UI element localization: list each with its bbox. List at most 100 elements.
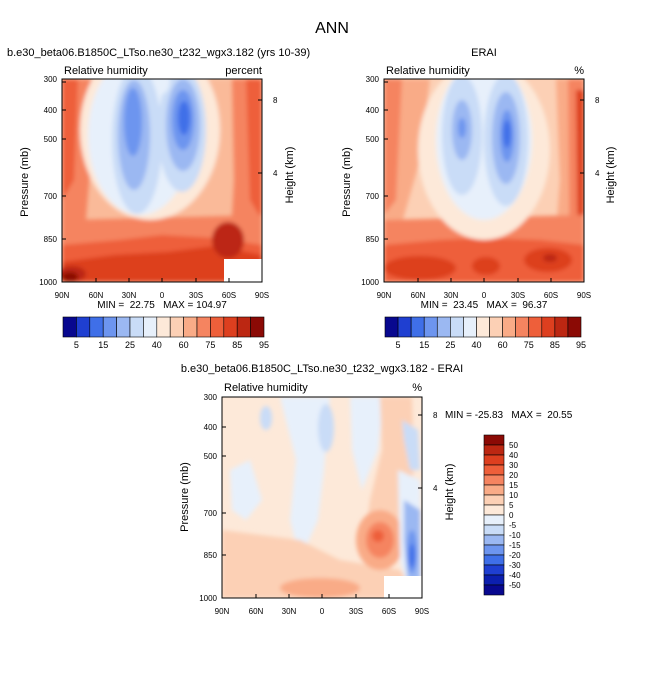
units-label: % bbox=[412, 382, 422, 394]
colorbar-swatch bbox=[483, 504, 505, 516]
y-tick-label-right: 4 bbox=[595, 169, 600, 178]
panel-title: ERAI bbox=[471, 47, 497, 59]
colorbar-label: 95 bbox=[576, 340, 586, 350]
y-tick-label: 1000 bbox=[361, 278, 379, 287]
x-tick-label: 0 bbox=[160, 291, 165, 300]
colorbar-swatch bbox=[489, 316, 503, 338]
panel-title: b.e30_beta06.B1850C_LTso.ne30_t232_wgx3.… bbox=[7, 47, 310, 59]
y-axis-right: 8 4 bbox=[418, 411, 438, 493]
colorbar-swatch bbox=[169, 316, 184, 338]
colorbar-swatch bbox=[102, 316, 117, 338]
colorbar-swatch bbox=[483, 524, 505, 536]
heatmap-field bbox=[222, 397, 422, 598]
colorbar-swatch bbox=[483, 554, 505, 566]
panel-model: b.e30_beta06.B1850C_LTso.ne30_t232_wgx3.… bbox=[7, 47, 310, 311]
x-tick-label: 30S bbox=[349, 607, 363, 616]
colorbar-label: 20 bbox=[509, 471, 518, 480]
colorbar-swatch bbox=[483, 464, 505, 476]
colorbar-swatch bbox=[89, 316, 104, 338]
colorbar-swatch bbox=[76, 316, 91, 338]
colorbar-swatch bbox=[129, 316, 144, 338]
y-tick-label: 300 bbox=[204, 393, 218, 402]
colorbar-swatch bbox=[410, 316, 425, 338]
colorbar-label: -30 bbox=[509, 561, 521, 570]
x-tick-label: 30S bbox=[189, 291, 203, 300]
colorbar-swatch bbox=[483, 434, 505, 446]
y-axis-label: Pressure (mb) bbox=[19, 147, 31, 217]
colorbar-swatch bbox=[483, 454, 505, 466]
colorbar-label: 15 bbox=[509, 481, 518, 490]
colorbar-swatch bbox=[250, 316, 265, 338]
x-tick-label: 60N bbox=[249, 607, 264, 616]
colorbar-label: 10 bbox=[509, 491, 518, 500]
colorbar-label: 40 bbox=[152, 340, 162, 350]
colorbar-swatch bbox=[483, 544, 505, 556]
y-tick-label-right: 8 bbox=[433, 411, 438, 420]
x-tick-label: 90S bbox=[577, 291, 591, 300]
x-tick-label: 60N bbox=[89, 291, 104, 300]
colorbar-swatch bbox=[156, 316, 171, 338]
variable-label: Relative humidity bbox=[386, 65, 470, 77]
x-tick-label: 90S bbox=[255, 291, 269, 300]
colorbar-label: 25 bbox=[445, 340, 455, 350]
colorbar-label: 5 bbox=[396, 340, 401, 350]
x-tick-label: 90S bbox=[415, 607, 429, 616]
y-tick-label: 1000 bbox=[39, 278, 57, 287]
colorbar-swatch bbox=[515, 316, 530, 338]
colorbar-label: 40 bbox=[471, 340, 481, 350]
y-tick-label: 300 bbox=[366, 75, 380, 84]
colorbar-label: 60 bbox=[498, 340, 508, 350]
y-tick-label: 700 bbox=[44, 192, 58, 201]
colorbar-label: -50 bbox=[509, 581, 521, 590]
y-tick-label: 500 bbox=[366, 135, 380, 144]
colorbar-swatch bbox=[483, 484, 505, 496]
x-tick-label: 60S bbox=[382, 607, 396, 616]
colorbar-label: 75 bbox=[205, 340, 215, 350]
colorbar-swatch bbox=[483, 574, 505, 586]
x-tick-label: 90N bbox=[215, 607, 230, 616]
y-tick-label: 700 bbox=[366, 192, 380, 201]
y-tick-label-right: 8 bbox=[273, 96, 278, 105]
stats-label: MIN = -25.83 MAX = 20.55 bbox=[445, 410, 573, 421]
colorbar-swatch bbox=[397, 316, 412, 338]
y-tick-label: 500 bbox=[44, 135, 58, 144]
y-tick-label: 500 bbox=[204, 452, 218, 461]
y-axis-label: Pressure (mb) bbox=[179, 462, 191, 532]
colorbar-label: -20 bbox=[509, 551, 521, 560]
y-tick-label-right: 8 bbox=[595, 96, 600, 105]
y-tick-label-right: 4 bbox=[273, 169, 278, 178]
colorbar-swatch bbox=[483, 514, 505, 526]
variable-label: Relative humidity bbox=[224, 382, 308, 394]
colorbar-swatch bbox=[567, 316, 582, 338]
colorbar-label: 60 bbox=[179, 340, 189, 350]
x-tick-label: 0 bbox=[482, 291, 487, 300]
colorbar-swatch bbox=[502, 316, 516, 338]
heatmap-field bbox=[62, 79, 262, 282]
colorbar-swatch bbox=[483, 444, 505, 456]
x-tick-label: 30N bbox=[282, 607, 297, 616]
colorbar-label: 15 bbox=[419, 340, 429, 350]
colorbar-swatch bbox=[423, 316, 438, 338]
x-tick-label: 60S bbox=[544, 291, 558, 300]
y-tick-label: 850 bbox=[204, 551, 218, 560]
colorbar-swatch bbox=[196, 316, 211, 338]
y-tick-label: 400 bbox=[366, 106, 380, 115]
colorbar-swatch bbox=[528, 316, 543, 338]
colorbar-label: 40 bbox=[509, 451, 518, 460]
x-tick-label: 30N bbox=[122, 291, 137, 300]
y-tick-label: 850 bbox=[44, 235, 58, 244]
y-tick-label: 1000 bbox=[199, 594, 217, 603]
colorbar-swatch bbox=[236, 316, 251, 338]
stats-label: MIN = 22.75 MAX = 104.97 bbox=[97, 300, 227, 311]
colorbar-main: 5 15 25 40 60 75 85 95 5 15 25 40 60 75 85 95 bbox=[62, 316, 586, 350]
x-tick-label: 60S bbox=[222, 291, 236, 300]
y-tick-label: 400 bbox=[44, 106, 58, 115]
colorbar-swatch bbox=[384, 316, 399, 338]
panel-title: b.e30_beta06.B1850C_LTso.ne30_t232_wgx3.… bbox=[181, 363, 463, 375]
units-label: % bbox=[574, 65, 584, 77]
colorbar-swatch bbox=[554, 316, 569, 338]
x-tick-label: 30S bbox=[511, 291, 525, 300]
colorbar-swatch bbox=[450, 316, 464, 338]
y-axis-right: 8 4 bbox=[580, 96, 600, 178]
